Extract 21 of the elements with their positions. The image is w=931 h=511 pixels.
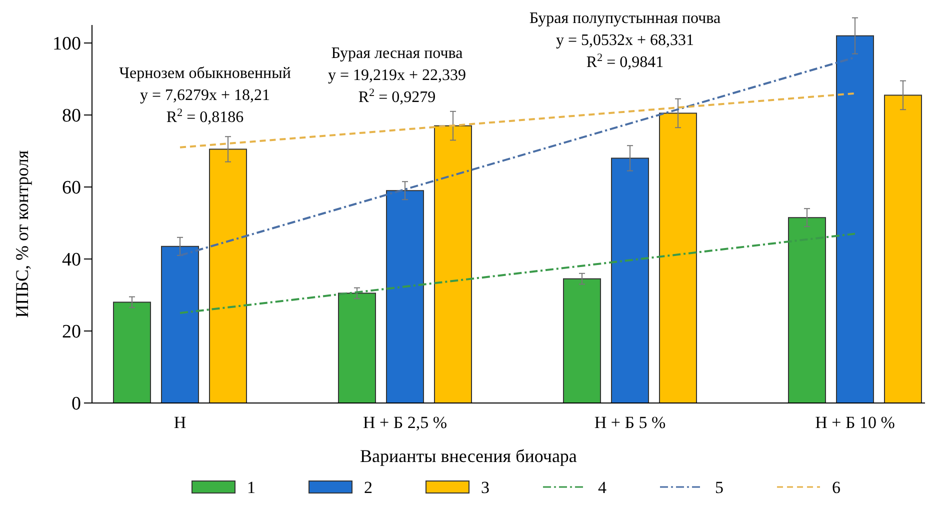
x-tick-label: Н + Б 10 % <box>815 413 895 432</box>
legend-label: 5 <box>715 478 724 497</box>
y-tick-label: 80 <box>62 106 81 127</box>
x-axis-title: Варианты внесения биочара <box>360 446 577 466</box>
x-tick-label: Н + Б 2,5 % <box>362 413 448 432</box>
legend-label: 2 <box>364 478 372 497</box>
legend-label: 6 <box>832 478 840 497</box>
y-tick-label: 100 <box>52 34 81 55</box>
legend-label: 3 <box>481 478 490 497</box>
x-tick-label: Н <box>174 413 186 432</box>
annotation: Чернозем обыкновенный y = 7,6279x + 18,21 R$^{2}$ = 0,8186 <box>119 65 292 126</box>
y-tick-label: 60 <box>62 178 81 199</box>
y-tick-label: 20 <box>62 322 81 343</box>
annotation: Бурая полупустынная почва y = 5,0532x + 68,331 R$^{2}$ = 0,9841 <box>529 10 721 71</box>
annotation: Бурая лесная почва y = 19,219x + 22,339 R$^{2}$ = 0,9279 <box>328 45 466 106</box>
y-tick-label: 40 <box>62 250 81 271</box>
x-tick-label: Н + Б 5 % <box>594 413 666 432</box>
y-axis-title: ИПБС, % от контроля <box>12 150 32 318</box>
y-tick-label: 0 <box>72 394 81 415</box>
legend-label: 1 <box>247 478 256 497</box>
legend-label: 4 <box>598 478 607 497</box>
